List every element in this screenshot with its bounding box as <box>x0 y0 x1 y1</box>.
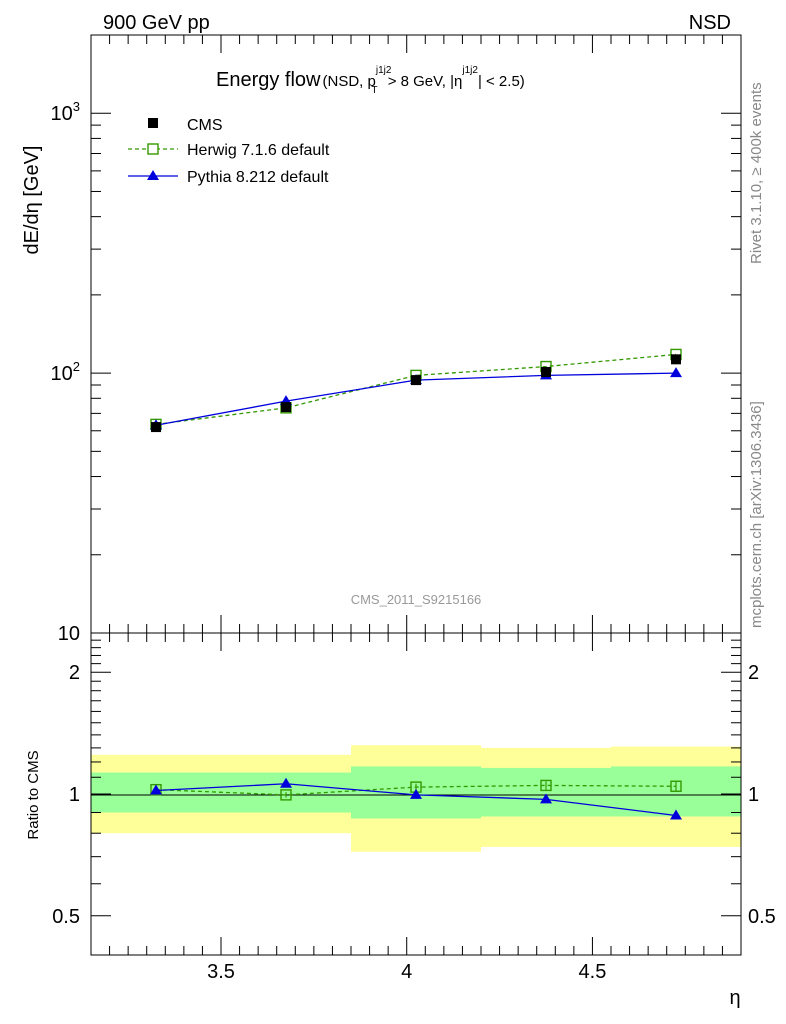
ratio-y-tick-label-right: 1 <box>748 784 759 806</box>
ratio-plot-frame <box>90 632 742 956</box>
ratio-point-herwig <box>540 779 552 792</box>
header-left-label: 900 GeV pp <box>103 12 210 34</box>
main-point-cms <box>281 402 291 413</box>
chart-title-cut-middle: > 8 GeV, |η <box>384 73 463 90</box>
legend-marker-pythia <box>147 170 159 180</box>
ratio-y-tick-label-right: 0.5 <box>748 906 776 928</box>
ratio-point-pythia <box>280 777 292 788</box>
chart-title-cut-suffix: | < 2.5) <box>478 73 525 90</box>
main-point-cms <box>411 375 421 386</box>
ratio-point-pythia <box>150 784 162 795</box>
ratio-y-tick-labels: 0.5 0.5 1 1 2 2 <box>52 662 776 928</box>
ratio-y-axis-label: Ratio to CMS <box>25 750 42 839</box>
main-panel: dE/dη [GeV] Energy flow (NSD, pj1j2 T > 8 … <box>21 34 742 645</box>
main-y-tick-label: 10 <box>58 623 80 645</box>
chart-title-cut-prefix: (NSD, p <box>323 73 376 90</box>
main-series <box>150 348 682 433</box>
legend-label-herwig: Herwig 7.1.6 default <box>187 142 330 159</box>
ratio-point-herwig <box>280 789 292 801</box>
ratio-series <box>150 777 682 820</box>
ratio-x-tick-labels: 3.5 4 4.5 <box>207 961 606 983</box>
legend-label-cms: CMS <box>187 117 223 134</box>
main-y-tick-label: 103 <box>51 99 80 125</box>
main-point-cms <box>541 366 551 377</box>
legend-marker-cms <box>148 118 158 128</box>
ratio-y-tick-label-left: 1 <box>69 784 80 806</box>
x-tick-label: 4.5 <box>579 961 607 983</box>
main-series-line-dashed <box>155 353 677 426</box>
source-label: mcplots.cern.ch [arXiv:1306.3436] <box>748 401 765 628</box>
ratio-axis-ticks <box>91 632 742 956</box>
ratio-point-pythia <box>540 793 552 804</box>
ratio-point-pythia <box>670 809 682 820</box>
main-y-axis-label: dE/dη [GeV] <box>21 146 43 255</box>
legend-marker-herwig <box>147 143 159 155</box>
ratio-point-herwig <box>670 780 682 792</box>
ratio-point-pythia <box>410 788 422 799</box>
main-point-cms <box>151 422 161 433</box>
legend: CMS Herwig 7.1.6 default Pythia 8.212 de… <box>128 117 330 186</box>
ratio-band-inner <box>481 767 611 817</box>
main-y-tick-labels: 10 102 103 <box>51 99 80 645</box>
ratio-y-tick-label-right: 2 <box>748 662 759 684</box>
analysis-watermark: CMS_2011_S9215166 <box>351 592 482 607</box>
chart-title-cut-sup2: j1j2 <box>461 65 478 76</box>
main-y-tick-label: 102 <box>51 359 80 385</box>
x-axis-label: η <box>729 987 740 1009</box>
rivet-label: Rivet 3.1.10, ≥ 400k events <box>748 82 765 264</box>
chart-title-main: Energy flow <box>216 69 321 91</box>
x-tick-label: 3.5 <box>207 961 235 983</box>
ratio-panel: 0.5 0.5 1 1 2 2 3.5 4 4.5 Ratio to CMS η <box>25 632 776 1009</box>
x-tick-label: 4 <box>401 961 412 983</box>
chart-title: Energy flow (NSD, pj1j2 T > 8 GeV, |ηj1j2|… <box>216 65 525 96</box>
main-point-cms <box>671 354 681 365</box>
ratio-y-tick-label-left: 0.5 <box>52 906 80 928</box>
chart-title-cut-sub1: T <box>371 85 377 96</box>
ratio-y-tick-label-left: 2 <box>69 662 80 684</box>
header-right-label: NSD <box>689 12 731 34</box>
chart-title-cut-sup1: j1j2 <box>375 65 392 76</box>
main-point-pythia <box>670 367 682 378</box>
legend-label-pythia: Pythia 8.212 default <box>187 169 329 186</box>
